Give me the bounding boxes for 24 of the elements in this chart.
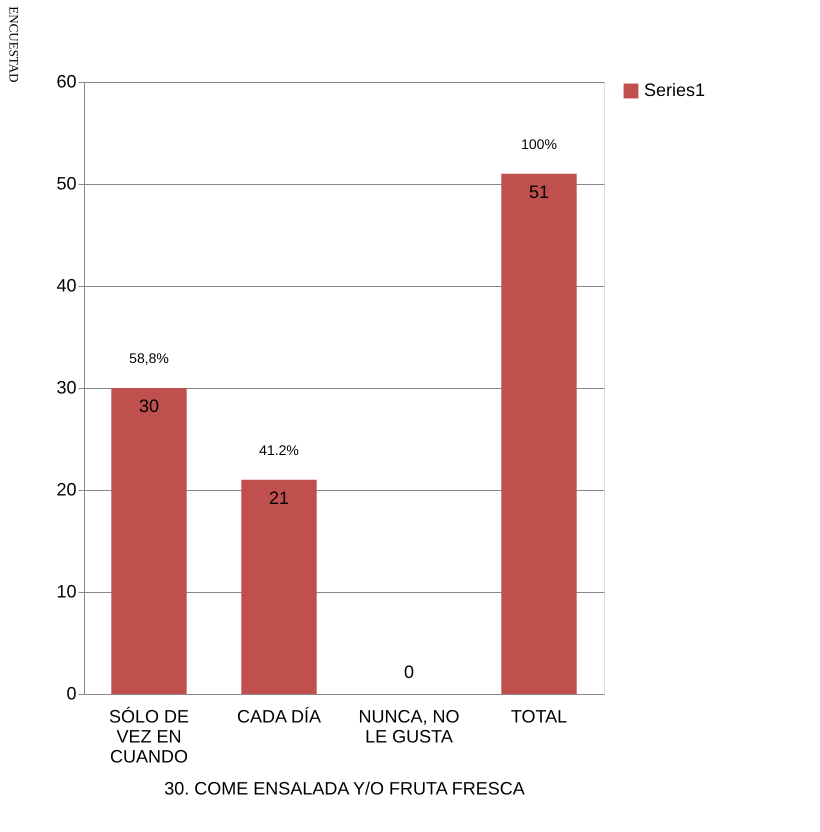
y-tick-label: 10 [56,582,76,602]
data-label: 21 [268,488,290,508]
data-label: 0 [404,662,414,682]
y-tick-label: 30 [56,378,76,398]
x-tick-label: NUNCA, NO LE GUSTA [358,706,460,746]
y-tick-label: 40 [56,276,76,296]
y-axis-title: ENCUESTAD [6,6,22,82]
annotation: 58,8% [129,350,169,366]
legend-label: Series1 [644,80,706,100]
data-label: 30 [138,396,160,416]
data-label: 51 [528,182,550,202]
y-tick-label: 0 [66,684,76,704]
y-tick-label: 50 [56,174,76,194]
x-tick-label: CADA DÍA [236,706,322,726]
x-axis-title: 30. COME ENSALADA Y/O FRUTA FRESCA [164,778,525,798]
annotation: 41.2% [259,442,299,458]
y-tick-label: 60 [56,72,76,92]
y-tick-label: 20 [56,480,76,500]
bar [501,174,577,694]
x-tick-label: SÓLO DE VEZ EN CUANDO [108,706,190,766]
x-tick-label: TOTAL [510,706,568,726]
bar [111,388,187,694]
bar [241,480,317,694]
annotation: 100% [521,136,557,152]
